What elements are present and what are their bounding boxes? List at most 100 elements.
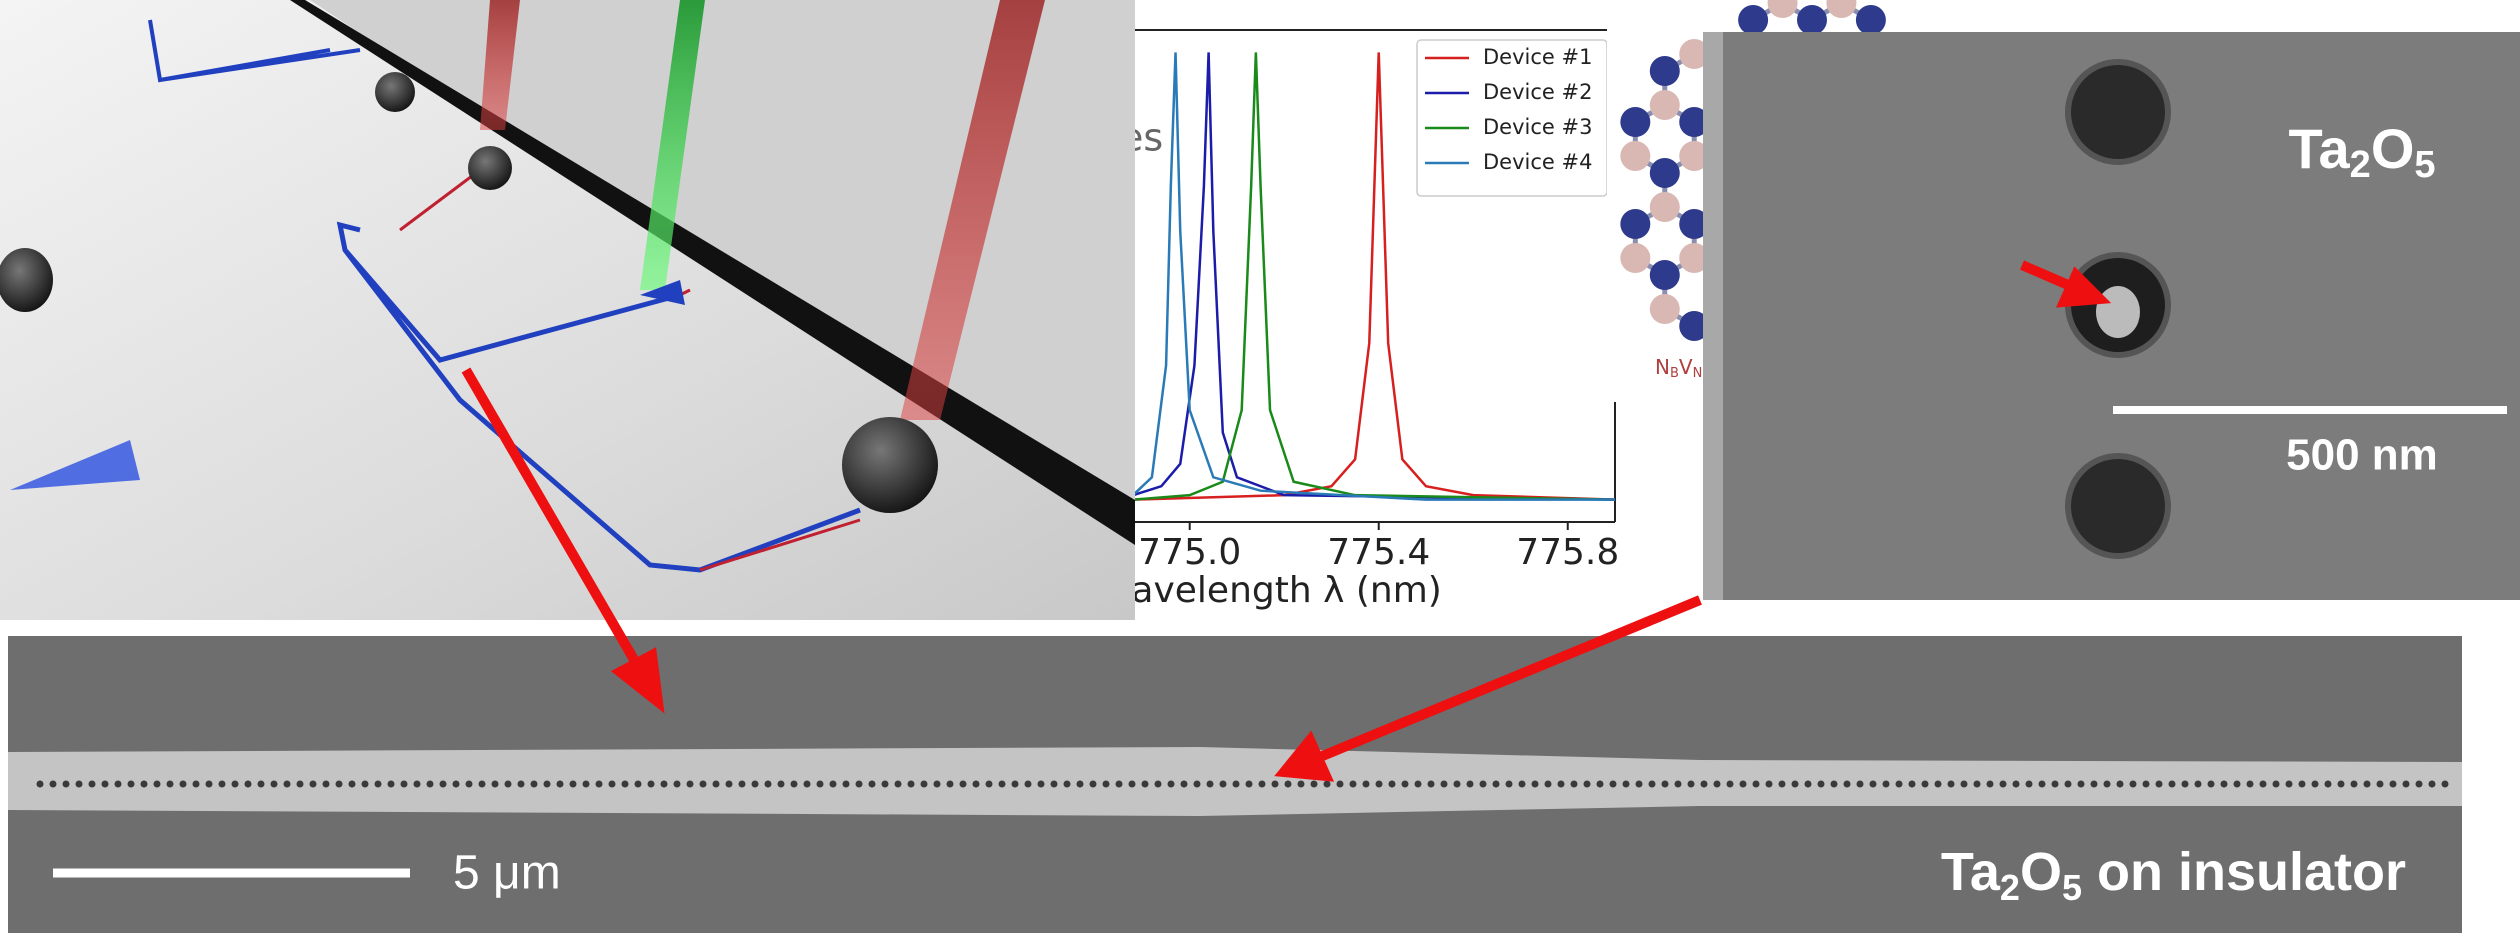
photonic-hole: [947, 781, 954, 788]
photonic-hole: [1987, 781, 1994, 788]
x-axis-label: Wavelength λ (nm): [1098, 570, 1442, 611]
photonic-hole: [1662, 781, 1669, 788]
material-part: 5: [2414, 144, 2435, 186]
photonic-hole: [1857, 781, 1864, 788]
photonic-hole: [349, 781, 356, 788]
atom: [1650, 90, 1680, 120]
photonic-hole: [2143, 781, 2150, 788]
photonic-hole: [115, 781, 122, 788]
photonic-hole: [2286, 781, 2293, 788]
photonic-hole: [492, 781, 499, 788]
photonic-hole: [2260, 781, 2267, 788]
atom: [1620, 141, 1650, 171]
photonic-hole: [1051, 781, 1058, 788]
photonic-hole: [960, 781, 967, 788]
photonic-hole: [830, 781, 837, 788]
photonic-hole: [50, 781, 57, 788]
photonic-hole: [2390, 781, 2397, 788]
photonic-hole: [63, 781, 70, 788]
legend-label: Device #1: [1483, 45, 1592, 69]
scale-bar-label: 5 μm: [453, 847, 561, 900]
x-tick-label: 775.8: [1516, 532, 1619, 573]
photonic-hole: [2416, 781, 2423, 788]
photonic-hole: [518, 781, 525, 788]
photonic-hole: [1038, 781, 1045, 788]
photonic-hole: [1792, 781, 1799, 788]
sphere: [842, 417, 938, 513]
photonic-hole: [1714, 781, 1721, 788]
photonic-hole: [1558, 781, 1565, 788]
atom: [1620, 243, 1650, 273]
photonic-hole: [2429, 781, 2436, 788]
photonic-hole: [2221, 781, 2228, 788]
photonic-hole: [440, 781, 447, 788]
photonic-hole: [1961, 781, 1968, 788]
photonic-hole: [232, 781, 239, 788]
photonic-hole: [102, 781, 109, 788]
photonic-hole: [1584, 781, 1591, 788]
photonic-hole: [154, 781, 161, 788]
photonic-hole: [1532, 781, 1539, 788]
photonic-hole: [557, 781, 564, 788]
photonic-hole: [1974, 781, 1981, 788]
photonic-hole: [1844, 781, 1851, 788]
photonic-hole: [388, 781, 395, 788]
photonic-hole: [1805, 781, 1812, 788]
photonic-hole: [1740, 781, 1747, 788]
defect-label-part: N: [1693, 366, 1703, 381]
hole: [2068, 62, 2168, 162]
photonic-hole: [856, 781, 863, 788]
photonic-hole: [310, 781, 317, 788]
photonic-hole: [336, 781, 343, 788]
photonic-hole: [1259, 781, 1266, 788]
photonic-hole: [362, 781, 369, 788]
photonic-hole: [323, 781, 330, 788]
atom: [1650, 158, 1680, 188]
photonic-hole: [258, 781, 265, 788]
atom: [1650, 192, 1680, 222]
scale-bar-label: 500 nm: [2286, 431, 2438, 480]
material-part: 2: [2000, 867, 2020, 908]
photonic-hole: [1948, 781, 1955, 788]
atom: [1650, 260, 1680, 290]
material-part: O: [2020, 842, 2062, 902]
photonic-hole: [674, 781, 681, 788]
photonic-hole: [414, 781, 421, 788]
defect-label-part: N: [1655, 355, 1670, 379]
photonic-hole: [1610, 781, 1617, 788]
photonic-hole: [1571, 781, 1578, 788]
photonic-hole: [284, 781, 291, 788]
atom: [1650, 56, 1680, 86]
photonic-hole: [2442, 781, 2449, 788]
photonic-hole: [128, 781, 135, 788]
photonic-hole: [1727, 781, 1734, 788]
material-part: O: [2371, 117, 2415, 180]
render-panel: [0, 0, 1135, 620]
photonic-hole: [531, 781, 538, 788]
photonic-hole: [2403, 781, 2410, 788]
photonic-hole: [2065, 781, 2072, 788]
photonic-hole: [648, 781, 655, 788]
photonic-hole: [1428, 781, 1435, 788]
photonic-hole: [1493, 781, 1500, 788]
photonic-hole: [1909, 781, 1916, 788]
photonic-hole: [2000, 781, 2007, 788]
photonic-hole: [1285, 781, 1292, 788]
photonic-hole: [726, 781, 733, 788]
photonic-hole: [817, 781, 824, 788]
photonic-hole: [2195, 781, 2202, 788]
sphere: [468, 146, 512, 190]
photonic-hole: [1441, 781, 1448, 788]
photonic-hole: [297, 781, 304, 788]
photonic-hole: [2182, 781, 2189, 788]
photonic-hole: [1922, 781, 1929, 788]
material-part: 2: [2350, 144, 2371, 186]
photonic-hole: [1194, 781, 1201, 788]
photonic-hole: [635, 781, 642, 788]
photonic-hole: [375, 781, 382, 788]
page: es Wavelength λ (nm) 775.0775.4775.8Devi…: [0, 0, 2520, 933]
photonic-hole: [37, 781, 44, 788]
photonic-hole: [1116, 781, 1123, 788]
atom: [1797, 5, 1827, 35]
sem-top-panel: 500 nm Ta2O5: [1703, 32, 2520, 600]
